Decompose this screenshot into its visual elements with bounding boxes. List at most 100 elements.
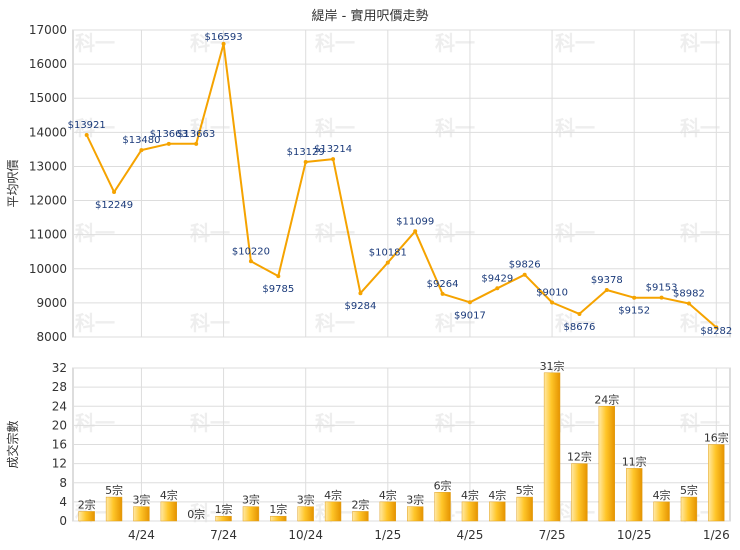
volume-bar-label: 5宗 xyxy=(516,483,534,497)
price-data-label: $9429 xyxy=(481,273,513,284)
volume-bar-label: 11宗 xyxy=(622,454,647,468)
price-ytick-label: 13000 xyxy=(29,159,67,173)
watermark-text: 科一 xyxy=(75,31,115,55)
volume-bar xyxy=(461,501,479,522)
volume-ytick-label: 20 xyxy=(52,418,67,432)
price-data-label: $13214 xyxy=(314,144,352,155)
watermark-text: 科一 xyxy=(315,311,355,335)
price-point xyxy=(139,148,144,153)
price-series-line xyxy=(85,42,717,329)
price-ytick-label: 11000 xyxy=(29,228,67,242)
volume-bar xyxy=(160,501,178,522)
volume-panel: 0 4 8 12 16 20 24 28 32 成交宗數 2宗 5宗 3宗 4宗 0宗 1宗 3宗 1宗 3宗 4宗 2… xyxy=(5,359,731,542)
price-data-label: $9010 xyxy=(536,288,568,299)
watermark-text: 科一 xyxy=(435,411,475,435)
watermark-text: 科一 xyxy=(315,116,355,140)
volume-bar-label: 3宗 xyxy=(242,493,260,507)
chart-title: 緹岸 - 實用呎價走勢 xyxy=(312,8,429,24)
price-panel: 8000 9000 10000 11000 12000 13000 14000 15000 16… xyxy=(6,23,732,344)
price-point xyxy=(385,260,390,265)
price-ytick-label: 10000 xyxy=(29,262,67,276)
price-ytick-label: 15000 xyxy=(29,91,67,105)
watermark-text: 科一 xyxy=(315,411,355,435)
price-point xyxy=(166,141,171,146)
price-ytick-label: 14000 xyxy=(29,125,67,139)
price-data-label: $16593 xyxy=(204,32,242,43)
x-tick-label: 4/25 xyxy=(456,528,483,542)
volume-bar xyxy=(625,468,643,522)
price-data-label: $13663 xyxy=(150,129,188,140)
volume-bar xyxy=(489,501,506,522)
volume-ytick-label: 28 xyxy=(52,380,67,394)
volume-bar xyxy=(653,501,670,522)
volume-ytick-label: 32 xyxy=(52,361,67,375)
watermark-text: 科一 xyxy=(555,221,595,245)
price-data-label: $10181 xyxy=(369,248,407,259)
price-point xyxy=(112,190,117,195)
volume-bar-label: 31宗 xyxy=(540,359,565,373)
price-data-label: $13480 xyxy=(122,135,160,146)
volume-bar-label: 6宗 xyxy=(434,478,452,492)
watermark-text: 科一 xyxy=(555,411,595,435)
price-point xyxy=(413,229,418,234)
price-ytick-label: 8000 xyxy=(36,330,67,344)
volume-bar xyxy=(598,406,616,522)
volume-bar xyxy=(543,372,561,522)
volume-bar xyxy=(105,496,123,522)
price-data-label: $13129 xyxy=(287,147,325,158)
price-point xyxy=(577,311,582,316)
price-data-label: $8676 xyxy=(564,322,596,333)
volume-bar-label: 24宗 xyxy=(594,392,619,406)
price-data-label: $13663 xyxy=(177,129,215,140)
price-data-label: $9826 xyxy=(509,260,541,271)
price-point xyxy=(467,300,472,305)
price-point xyxy=(632,295,637,300)
price-point xyxy=(221,41,226,46)
price-point xyxy=(686,301,691,306)
price-point xyxy=(358,291,363,296)
watermark-text: 科一 xyxy=(555,31,595,55)
volume-bar xyxy=(406,506,424,522)
price-data-label: $13921 xyxy=(68,120,106,131)
price-data-label: $9152 xyxy=(618,306,650,317)
volume-bar xyxy=(270,515,287,522)
watermark-text: 科一 xyxy=(555,311,595,335)
price-ytick-label: 12000 xyxy=(29,194,67,208)
watermark-text: 科一 xyxy=(680,311,720,335)
price-point xyxy=(604,287,609,292)
price-point xyxy=(495,286,500,291)
price-point xyxy=(714,325,719,330)
watermark-text: 科一 xyxy=(680,116,720,140)
volume-bar xyxy=(379,501,397,522)
volume-bar xyxy=(297,506,314,522)
price-data-label: $9284 xyxy=(345,301,377,312)
watermark-text: 科一 xyxy=(435,116,475,140)
price-data-label: $9153 xyxy=(646,283,678,294)
volume-bar-label: 4宗 xyxy=(461,488,479,502)
price-data-label: $10220 xyxy=(232,246,270,257)
watermark-text: 科一 xyxy=(75,311,115,335)
price-data-label: $9017 xyxy=(454,310,486,321)
price-point xyxy=(550,300,555,305)
x-tick-label: 10/25 xyxy=(617,528,652,542)
price-ytick-label: 17000 xyxy=(29,23,67,37)
price-point xyxy=(522,272,527,277)
price-data-label: $12249 xyxy=(95,200,133,211)
volume-bar xyxy=(434,492,451,522)
volume-ytick-label: 12 xyxy=(52,457,67,471)
volume-bar xyxy=(571,463,588,522)
volume-bar xyxy=(680,496,698,522)
price-point xyxy=(440,291,445,296)
price-data-label: $9785 xyxy=(262,284,294,295)
volume-bar xyxy=(708,444,725,522)
price-data-label: $9378 xyxy=(591,275,623,286)
price-data-label: $8982 xyxy=(673,289,705,300)
watermark-text: 科一 xyxy=(315,31,355,55)
volume-bar-label: 4宗 xyxy=(488,488,506,502)
volume-bar xyxy=(516,496,533,522)
x-tick-label: 1/26 xyxy=(703,528,730,542)
volume-ytick-label: 8 xyxy=(59,476,67,490)
